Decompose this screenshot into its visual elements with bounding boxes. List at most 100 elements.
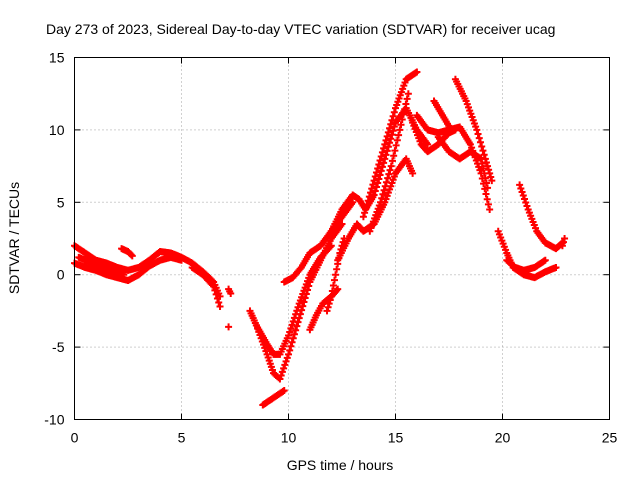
data-point — [281, 361, 289, 369]
data-point — [216, 303, 224, 311]
data-point — [327, 292, 335, 300]
data-point — [390, 152, 398, 160]
data-point — [288, 338, 296, 346]
data-point — [361, 209, 369, 217]
data-point — [294, 303, 302, 311]
data-point — [558, 242, 566, 250]
data-point — [283, 354, 291, 362]
series-track-6 — [225, 285, 235, 298]
data-point — [480, 151, 488, 159]
data-point — [375, 160, 383, 168]
data-point — [127, 251, 135, 259]
data-point — [381, 140, 389, 148]
data-point — [120, 271, 128, 279]
data-point — [521, 195, 529, 203]
data-point — [382, 151, 390, 159]
data-point — [331, 276, 339, 284]
data-point — [523, 202, 531, 210]
series-track-2 — [71, 253, 185, 284]
data-point — [380, 159, 388, 167]
data-point — [305, 282, 313, 290]
data-point — [377, 198, 385, 206]
data-point — [384, 174, 392, 182]
x-tick-label: 0 — [71, 430, 79, 446]
data-point — [393, 136, 401, 144]
data-point — [372, 169, 380, 177]
data-point — [280, 387, 288, 395]
data-point — [370, 191, 378, 199]
data-point — [215, 299, 223, 307]
data-point — [518, 188, 526, 196]
data-point — [290, 330, 298, 338]
data-point — [287, 342, 295, 350]
data-point — [378, 194, 386, 202]
data-point — [378, 163, 386, 171]
data-point — [286, 328, 294, 336]
series-track-21 — [434, 133, 492, 192]
data-point — [482, 190, 490, 198]
data-point — [277, 371, 285, 379]
data-point — [380, 186, 388, 194]
data-point — [482, 179, 490, 187]
data-point — [367, 189, 375, 197]
data-point — [476, 138, 484, 146]
data-point — [375, 175, 383, 183]
data-point — [332, 271, 340, 279]
data-point — [208, 281, 216, 289]
data-point — [479, 165, 487, 173]
data-point — [377, 152, 385, 160]
y-tick-label: 15 — [49, 50, 65, 66]
data-point — [409, 169, 417, 177]
data-point — [225, 323, 233, 331]
data-point — [384, 128, 392, 136]
data-point — [324, 303, 332, 311]
y-tick-labels: -10 -5 0 5 10 15 — [44, 50, 64, 428]
series-track-20 — [430, 97, 455, 134]
data-point — [299, 302, 307, 310]
data-point — [295, 314, 303, 322]
data-point — [333, 265, 341, 273]
data-point — [484, 162, 492, 170]
plot-frame — [74, 57, 610, 420]
data-point — [387, 162, 395, 170]
data-point — [487, 173, 495, 181]
x-tick-label: 15 — [388, 430, 404, 446]
data-point — [328, 287, 336, 295]
data-point — [370, 177, 378, 185]
x-tick-label: 10 — [281, 430, 297, 446]
data-point — [485, 166, 493, 174]
data-point — [282, 357, 290, 365]
data-point — [559, 238, 567, 246]
data-point — [519, 191, 527, 199]
series-track-19 — [413, 111, 494, 214]
data-point — [210, 282, 218, 290]
data-point — [376, 171, 384, 179]
data-point — [391, 147, 399, 155]
data-point — [402, 100, 410, 108]
data-point — [483, 195, 491, 203]
data-point — [294, 318, 302, 326]
data-point — [334, 285, 342, 293]
data-point — [398, 116, 406, 124]
y-axis-label: SDTVAR / TECUs — [6, 182, 22, 294]
data-point — [541, 256, 549, 264]
data-point — [329, 282, 337, 290]
data-point — [227, 290, 235, 298]
data-point — [389, 112, 397, 120]
data-point — [212, 290, 220, 298]
data-point — [481, 174, 489, 182]
data-point — [479, 147, 487, 155]
data-point — [363, 201, 371, 209]
data-point — [404, 90, 412, 98]
data-point — [372, 183, 380, 191]
data-point — [359, 213, 367, 221]
data-point — [387, 135, 395, 143]
data-point — [376, 156, 384, 164]
data-point — [365, 193, 373, 201]
series-track-26 — [558, 235, 569, 250]
data-point — [389, 127, 397, 135]
data-point — [374, 179, 382, 187]
data-point — [371, 173, 379, 181]
data-point — [383, 132, 391, 140]
